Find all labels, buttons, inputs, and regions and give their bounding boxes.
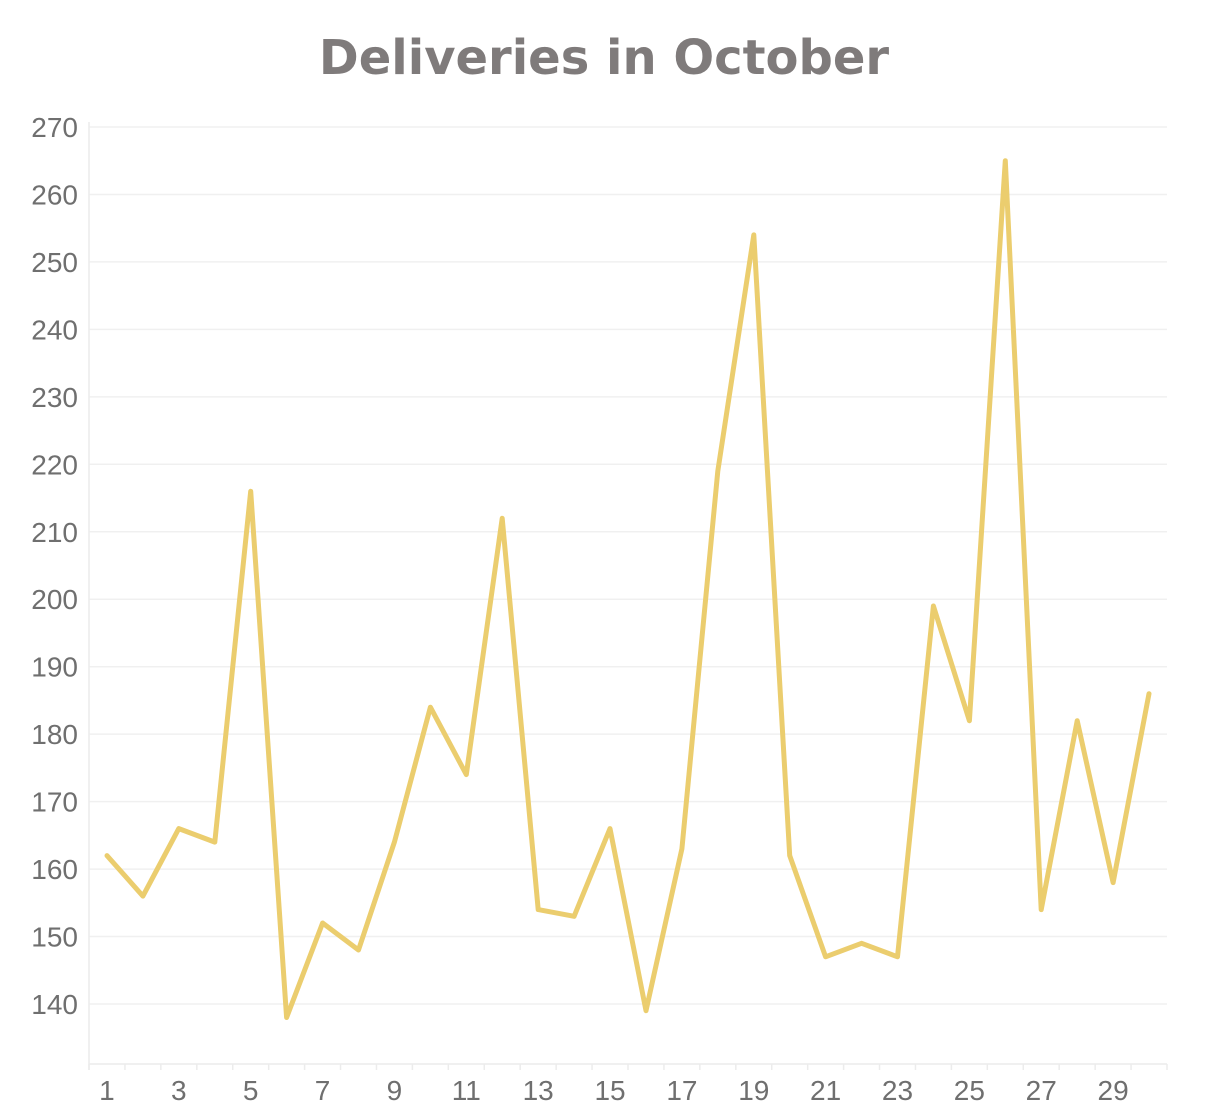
y-tick-label: 220 xyxy=(31,449,78,480)
x-tick-label: 23 xyxy=(882,1075,913,1106)
y-tick-label: 230 xyxy=(31,382,78,413)
x-tick-label: 15 xyxy=(594,1075,625,1106)
deliveries-line xyxy=(104,158,1152,1020)
x-tick-label: 1 xyxy=(99,1075,115,1106)
x-tick-label: 3 xyxy=(171,1075,187,1106)
y-tick-label: 170 xyxy=(31,787,78,818)
x-tick-label: 17 xyxy=(666,1075,697,1106)
gridlines xyxy=(89,126,1167,1005)
y-axis-labels: 140 150 160 170 180 190 200 210 220 230 240 250 260 2… xyxy=(31,112,78,1020)
x-tick-label: 7 xyxy=(315,1075,331,1106)
y-tick-label: 210 xyxy=(31,517,78,548)
y-tick-label: 150 xyxy=(31,922,78,953)
y-tick-label: 190 xyxy=(31,652,78,683)
x-tick-label: 19 xyxy=(738,1075,769,1106)
axes xyxy=(88,122,1168,1070)
x-tick-label: 27 xyxy=(1026,1075,1057,1106)
y-tick-label: 180 xyxy=(31,719,78,750)
x-tick-label: 5 xyxy=(243,1075,259,1106)
x-tick-label: 25 xyxy=(954,1075,985,1106)
chart-title: Deliveries in October xyxy=(318,30,890,86)
y-tick-label: 250 xyxy=(31,247,78,278)
y-tick-label: 160 xyxy=(31,854,78,885)
y-tick-label: 240 xyxy=(31,314,78,345)
x-tick-label: 29 xyxy=(1098,1075,1129,1106)
x-tick-label: 9 xyxy=(387,1075,403,1106)
y-tick-label: 140 xyxy=(31,989,78,1020)
x-tick-label: 13 xyxy=(523,1075,554,1106)
y-tick-label: 260 xyxy=(31,179,78,210)
y-tick-label: 200 xyxy=(31,584,78,615)
x-tick-label: 21 xyxy=(810,1075,841,1106)
y-tick-label: 270 xyxy=(31,112,78,143)
x-tick-label: 11 xyxy=(452,1075,481,1106)
x-axis-labels: 1 3 5 7 9 11 13 15 17 19 21 23 25 27 29 xyxy=(99,1075,1129,1106)
